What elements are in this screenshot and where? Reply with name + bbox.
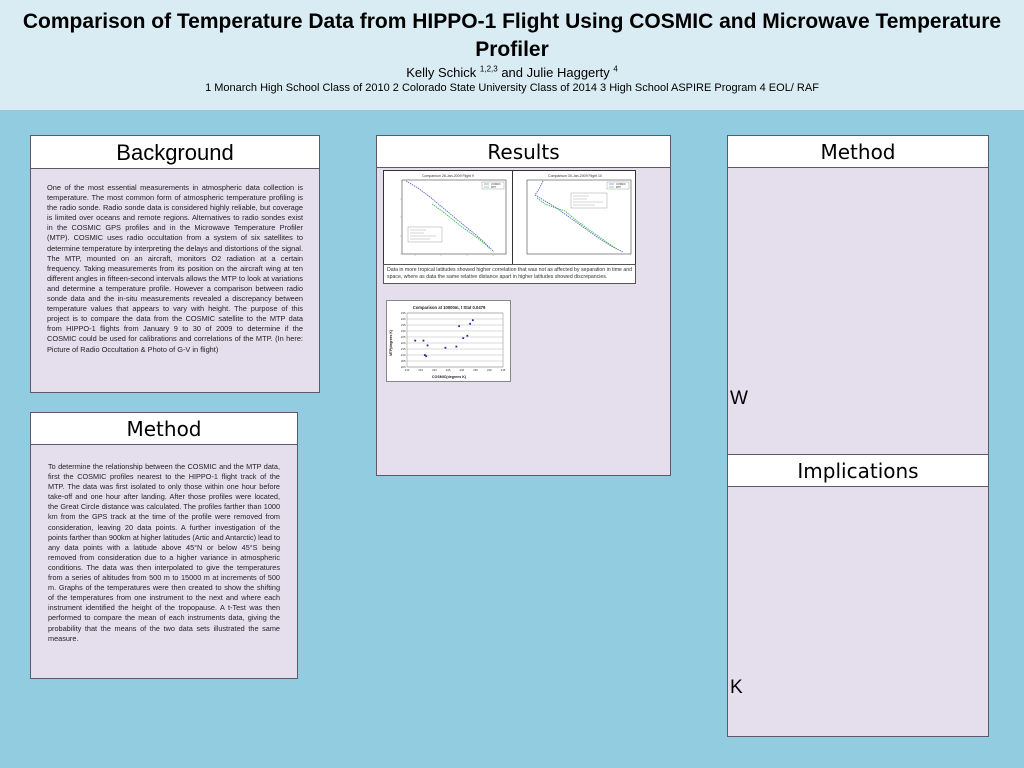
scatter-chart: Comparison at 10000m, t Stat 0.0479 200 2… xyxy=(386,300,511,382)
scatter-ytick-label: 240 xyxy=(401,317,406,321)
scatter-ytick-label: 200 xyxy=(401,365,406,369)
profile-right-mtp-line xyxy=(536,197,618,250)
profile-chart-right-svg: Comparison 30-Jan-2009 Flight 10 COSMIC … xyxy=(513,171,635,265)
scatter-xlabel: COSMIC(degrees K) xyxy=(432,375,467,379)
profile-left-legend-2: MTP xyxy=(491,186,496,189)
author-sup-2: 4 xyxy=(613,64,618,74)
scatter-point xyxy=(455,345,458,348)
method-panel-left: Method To determine the relationship bet… xyxy=(30,412,298,679)
results-heading: Results xyxy=(377,136,670,168)
author-and: and Julie Haggerty xyxy=(497,65,614,80)
profile-right-cosmic-line xyxy=(534,180,624,253)
profile-chart-left: Comparison 28-Jan-2009 Flight 9 COSMIC M… xyxy=(383,170,513,266)
affiliations: 1 Monarch High School Class of 2010 2 Co… xyxy=(205,82,819,94)
profile-left-cosmic-line xyxy=(405,180,495,253)
scatter-point xyxy=(425,355,428,358)
scatter-ylabel: MTP(degrees K) xyxy=(389,330,393,356)
scatter-point xyxy=(426,344,429,347)
author-sup-1: 1,2,3 xyxy=(479,64,498,74)
method-heading-left: Method xyxy=(31,413,297,445)
scatter-xtick-label: 225 xyxy=(446,368,451,372)
scatter-ytick-label: 230 xyxy=(401,329,406,333)
poster-title: Comparison of Temperature Data from HIPP… xyxy=(22,10,1002,61)
profile-chart-right: Comparison 30-Jan-2009 Flight 10 COSMIC … xyxy=(512,170,636,266)
scatter-plot-area xyxy=(406,312,504,368)
background-heading: Background xyxy=(31,136,319,169)
method-heading-right: Method xyxy=(728,136,988,168)
scatter-point xyxy=(444,346,447,349)
scatter-xtick-label: 220 xyxy=(432,368,437,372)
profile-left-title: Comparison 28-Jan-2009 Flight 9 xyxy=(422,174,474,178)
scatter-ytick-label: 205 xyxy=(401,359,406,363)
scatter-title: Comparison at 10000m, t Stat 0.0479 xyxy=(413,305,486,310)
scatter-ytick-label: 235 xyxy=(401,323,406,327)
method-panel-right: Method xyxy=(727,135,989,455)
implications-letter: K xyxy=(730,677,743,698)
scatter-point xyxy=(422,339,425,342)
scatter-chart-svg: Comparison at 10000m, t Stat 0.0479 2002… xyxy=(387,301,510,381)
scatter-ytick-label: 220 xyxy=(401,341,406,345)
profile-right-legend-2: MTP xyxy=(616,186,621,189)
results-caption: Data in more tropical latitudes showed h… xyxy=(383,264,636,284)
scatter-point xyxy=(469,322,471,325)
scatter-point xyxy=(423,354,426,356)
scatter-xtick-label: 210 xyxy=(405,368,410,372)
scatter-point xyxy=(466,334,469,337)
poster-header: Comparison of Temperature Data from HIPP… xyxy=(0,0,1024,110)
method-text-left: To determine the relationship between th… xyxy=(48,462,281,643)
scatter-point xyxy=(462,337,465,340)
results-panel: Results Comparison 28-Jan-2009 Flight 9 … xyxy=(376,135,671,476)
scatter-xtick-label: 245 xyxy=(501,368,506,372)
scatter-point xyxy=(458,325,461,328)
scatter-point xyxy=(414,339,417,342)
scatter-point xyxy=(471,319,474,322)
authors-line: Kelly Schick 1,2,3 and Julie Haggerty 4 xyxy=(0,65,1024,81)
implications-heading: Implications xyxy=(728,455,988,487)
implications-panel: Implications xyxy=(727,454,989,737)
profile-left-infobox xyxy=(407,226,443,243)
background-panel: Background One of the most essential mea… xyxy=(30,135,320,393)
profile-left-legend-1: COSMIC xyxy=(491,183,501,186)
scatter-ytick-label: 225 xyxy=(401,335,406,339)
profile-chart-left-svg: Comparison 28-Jan-2009 Flight 9 COSMIC M… xyxy=(384,171,512,265)
scatter-xtick-label: 240 xyxy=(487,368,492,372)
background-text: One of the most essential measurements i… xyxy=(47,183,303,354)
method-right-letter: W xyxy=(730,388,748,409)
scatter-xtick-label: 230 xyxy=(460,368,465,372)
profile-right-infobox xyxy=(570,192,608,209)
author-name-1: Kelly Schick xyxy=(406,65,480,80)
scatter-ytick-label: 215 xyxy=(401,347,406,351)
scatter-xtick-label: 235 xyxy=(473,368,478,372)
scatter-ytick-label: 210 xyxy=(401,353,406,357)
profile-right-legend-1: COSMIC xyxy=(616,183,626,186)
scatter-xtick-label: 215 xyxy=(418,368,423,372)
scatter-ytick-label: 245 xyxy=(401,311,406,315)
profile-right-title: Comparison 30-Jan-2009 Flight 10 xyxy=(548,174,602,178)
profile-left-mtp-line xyxy=(431,203,491,250)
